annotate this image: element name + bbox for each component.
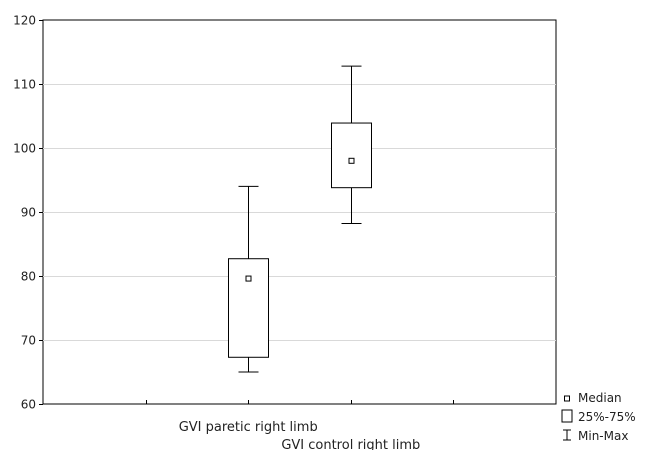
y-tick-label: 70 bbox=[21, 334, 36, 348]
legend-label: 25%-75% bbox=[578, 410, 636, 424]
box-group bbox=[331, 65, 372, 225]
x-axis bbox=[146, 400, 454, 404]
legend: Median 25%-75% Min-Max bbox=[561, 391, 636, 443]
boxes bbox=[228, 65, 372, 373]
grid-lines bbox=[43, 84, 556, 341]
legend-label: Median bbox=[578, 391, 622, 405]
category-label: GVI paretic right limb bbox=[179, 420, 318, 435]
category-label: GVI control right limb bbox=[281, 438, 420, 450]
y-tick-label: 100 bbox=[13, 142, 36, 156]
legend-box-symbol bbox=[561, 409, 573, 423]
legend-whisker-symbol bbox=[563, 429, 571, 441]
y-axis: 60 70 80 90 100 110 120 bbox=[13, 14, 43, 412]
y-tick-label: 110 bbox=[13, 78, 36, 92]
category-labels: GVI paretic right limb GVI control right … bbox=[179, 420, 421, 450]
y-tick-label: 80 bbox=[21, 270, 36, 284]
y-tick-label: 60 bbox=[21, 398, 36, 412]
median-marker bbox=[245, 275, 252, 282]
iqr-box bbox=[228, 258, 269, 358]
legend-label: Min-Max bbox=[578, 429, 628, 443]
iqr-box bbox=[331, 122, 372, 189]
y-tick-label: 90 bbox=[21, 206, 36, 220]
median-marker bbox=[348, 157, 355, 164]
y-tick-label: 120 bbox=[13, 14, 36, 28]
box-group bbox=[228, 185, 269, 373]
legend-median-symbol bbox=[564, 395, 570, 402]
